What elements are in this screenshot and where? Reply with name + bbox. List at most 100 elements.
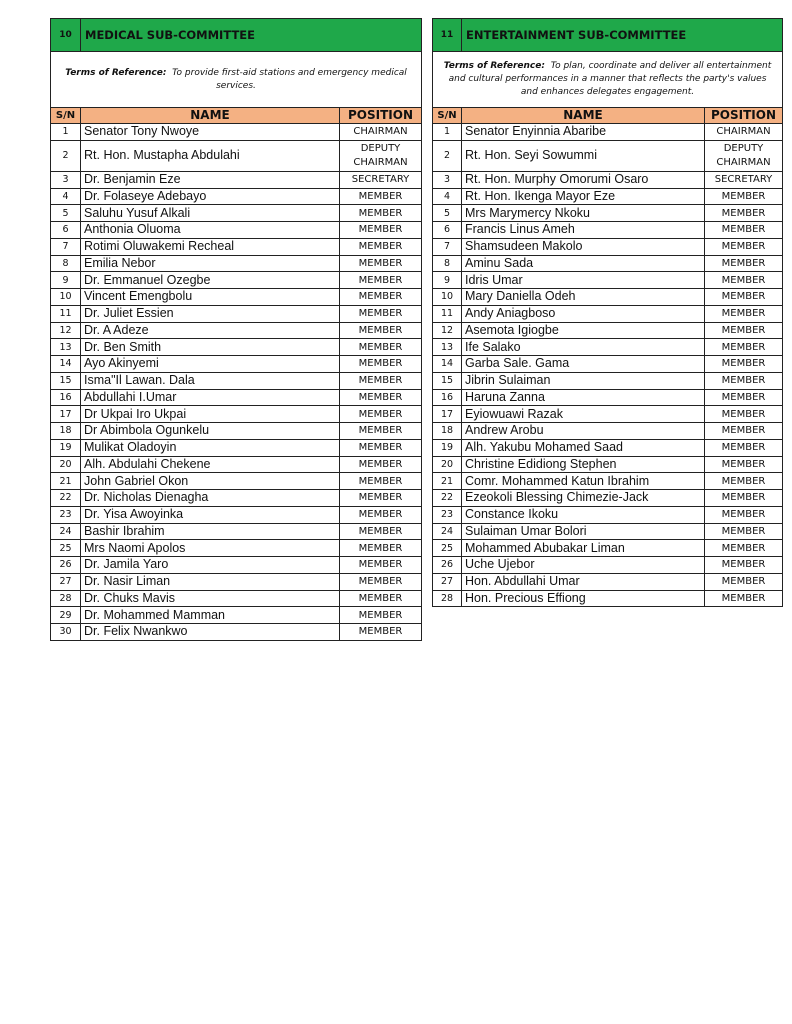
member-name: Senator Enyinnia Abaribe xyxy=(461,123,705,141)
committee-title: MEDICAL SUB-COMMITTEE xyxy=(79,18,423,52)
member-name: Rt. Hon. Ikenga Mayor Eze xyxy=(461,187,705,206)
member-sn: 22 xyxy=(432,489,462,507)
member-sn: 18 xyxy=(50,422,81,440)
table-row: 23 Constance Ikoku MEMBER xyxy=(432,505,784,524)
member-sn: 8 xyxy=(50,254,81,273)
member-position: MEMBER xyxy=(703,388,784,407)
member-position: CHAIRMAN xyxy=(338,123,423,141)
member-sn: 19 xyxy=(432,438,462,457)
member-position: MEMBER xyxy=(338,355,423,373)
member-name: Ezeokoli Blessing Chimezie-Jack xyxy=(461,489,705,507)
member-name: Rotimi Oluwakemi Recheal xyxy=(80,237,340,256)
member-position: MEMBER xyxy=(338,623,423,641)
member-sn: 3 xyxy=(432,170,462,189)
entertainment-sub-committee-table: 11 ENTERTAINMENT SUB-COMMITTEE Terms of … xyxy=(431,18,784,608)
table-row: 19 Alh. Yakubu Mohamed Saad MEMBER xyxy=(432,438,784,457)
table-row: 27 Hon. Abdullahi Umar MEMBER xyxy=(432,572,784,591)
column-header-sn: S/N xyxy=(50,107,81,124)
member-position: MEMBER xyxy=(703,455,784,474)
table-row: 21 John Gabriel Okon MEMBER xyxy=(50,472,423,490)
member-sn: 20 xyxy=(432,455,462,474)
member-position: MEMBER xyxy=(338,522,423,541)
member-name: Francis Linus Ameh xyxy=(461,221,705,239)
member-position: MEMBER xyxy=(703,355,784,373)
table-row: 14 Ayo Akinyemi MEMBER xyxy=(50,355,423,373)
member-position: MEMBER xyxy=(703,489,784,507)
member-name: Mulikat Oladoyin xyxy=(80,438,340,457)
member-name: Constance Ikoku xyxy=(461,505,705,524)
member-sn: 7 xyxy=(50,237,81,256)
tor-text: To provide first-aid stations and emerge… xyxy=(172,67,407,91)
member-sn: 12 xyxy=(50,321,81,340)
member-position: MEMBER xyxy=(703,522,784,541)
table-row: 16 Abdullahi I.Umar MEMBER xyxy=(50,388,423,407)
tor-label: Terms of Reference: xyxy=(65,67,167,78)
table-row: 4 Dr. Folaseye Adebayo MEMBER xyxy=(50,187,423,206)
committee-number: 10 xyxy=(50,18,81,52)
member-name: John Gabriel Okon xyxy=(80,472,340,490)
member-name: Emilia Nebor xyxy=(80,254,340,273)
member-name: Dr. Felix Nwankwo xyxy=(80,623,340,641)
member-name: Bashir Ibrahim xyxy=(80,522,340,541)
member-position: MEMBER xyxy=(338,489,423,507)
member-sn: 6 xyxy=(50,221,81,239)
member-position: MEMBER xyxy=(703,288,784,306)
table-row: 5 Mrs Marymercy Nkoku MEMBER xyxy=(432,204,784,222)
table-row: 27 Dr. Nasir Liman MEMBER xyxy=(50,572,423,591)
member-sn: 10 xyxy=(432,288,462,306)
tor-text: To plan, coordinate and deliver all ente… xyxy=(448,61,772,97)
member-sn: 28 xyxy=(50,589,81,608)
member-position: MEMBER xyxy=(338,221,423,239)
member-position: MEMBER xyxy=(703,254,784,273)
member-sn: 5 xyxy=(50,204,81,222)
member-position: MEMBER xyxy=(703,204,784,222)
table-row: 5 Saluhu Yusuf Alkali MEMBER xyxy=(50,204,423,222)
column-header-name: NAME xyxy=(80,107,340,124)
member-name: Haruna Zanna xyxy=(461,388,705,407)
member-position: MEMBER xyxy=(338,204,423,222)
member-name: Hon. Abdullahi Umar xyxy=(461,572,705,591)
table-row: 29 Dr. Mohammed Mamman MEMBER xyxy=(50,606,423,624)
table-row: 18 Dr Abimbola Ogunkelu MEMBER xyxy=(50,422,423,440)
member-sn: 24 xyxy=(50,522,81,541)
member-position: DEPUTY CHAIRMAN xyxy=(703,139,784,172)
member-position: MEMBER xyxy=(703,589,784,608)
member-name: Dr. Chuks Mavis xyxy=(80,589,340,608)
member-sn: 17 xyxy=(432,405,462,423)
member-sn: 14 xyxy=(432,355,462,373)
member-name: Idris Umar xyxy=(461,271,705,289)
member-sn: 11 xyxy=(50,304,81,323)
medical-sub-committee-table: 10 MEDICAL SUB-COMMITTEE Terms of Refere… xyxy=(49,18,423,641)
member-sn: 17 xyxy=(50,405,81,423)
member-position: MEMBER xyxy=(703,438,784,457)
member-sn: 29 xyxy=(50,606,81,624)
member-position: MEMBER xyxy=(703,472,784,490)
member-name: Anthonia Oluoma xyxy=(80,221,340,239)
member-position: MEMBER xyxy=(703,221,784,239)
table-row: 14 Garba Sale. Gama MEMBER xyxy=(432,355,784,373)
member-name: Andrew Arobu xyxy=(461,422,705,440)
member-sn: 20 xyxy=(50,455,81,474)
column-header-row: S/N NAME POSITION xyxy=(50,107,423,124)
member-sn: 21 xyxy=(432,472,462,490)
table-row: 9 Idris Umar MEMBER xyxy=(432,271,784,289)
member-name: Mrs Naomi Apolos xyxy=(80,539,340,557)
member-name: Dr. Jamila Yaro xyxy=(80,556,340,574)
table-row: 7 Shamsudeen Makolo MEMBER xyxy=(432,237,784,256)
table-row: 18 Andrew Arobu MEMBER xyxy=(432,422,784,440)
member-position: MEMBER xyxy=(703,304,784,323)
member-position: MEMBER xyxy=(338,505,423,524)
table-row: 7 Rotimi Oluwakemi Recheal MEMBER xyxy=(50,237,423,256)
member-sn: 1 xyxy=(432,123,462,141)
member-sn: 2 xyxy=(432,139,462,172)
member-position: MEMBER xyxy=(338,254,423,273)
member-position: MEMBER xyxy=(703,271,784,289)
member-name: Sulaiman Umar Bolori xyxy=(461,522,705,541)
member-name: Dr. Nicholas Dienagha xyxy=(80,489,340,507)
member-sn: 15 xyxy=(432,371,462,390)
member-sn: 3 xyxy=(50,170,81,189)
table-row: 20 Christine Edidiong Stephen MEMBER xyxy=(432,455,784,474)
member-position: MEMBER xyxy=(338,271,423,289)
table-row: 20 Alh. Abdulahi Chekene MEMBER xyxy=(50,455,423,474)
member-sn: 26 xyxy=(50,556,81,574)
